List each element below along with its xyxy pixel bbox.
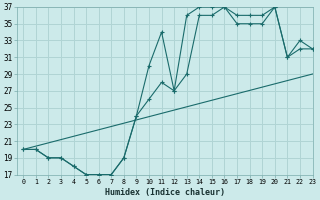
X-axis label: Humidex (Indice chaleur): Humidex (Indice chaleur) <box>105 188 225 197</box>
